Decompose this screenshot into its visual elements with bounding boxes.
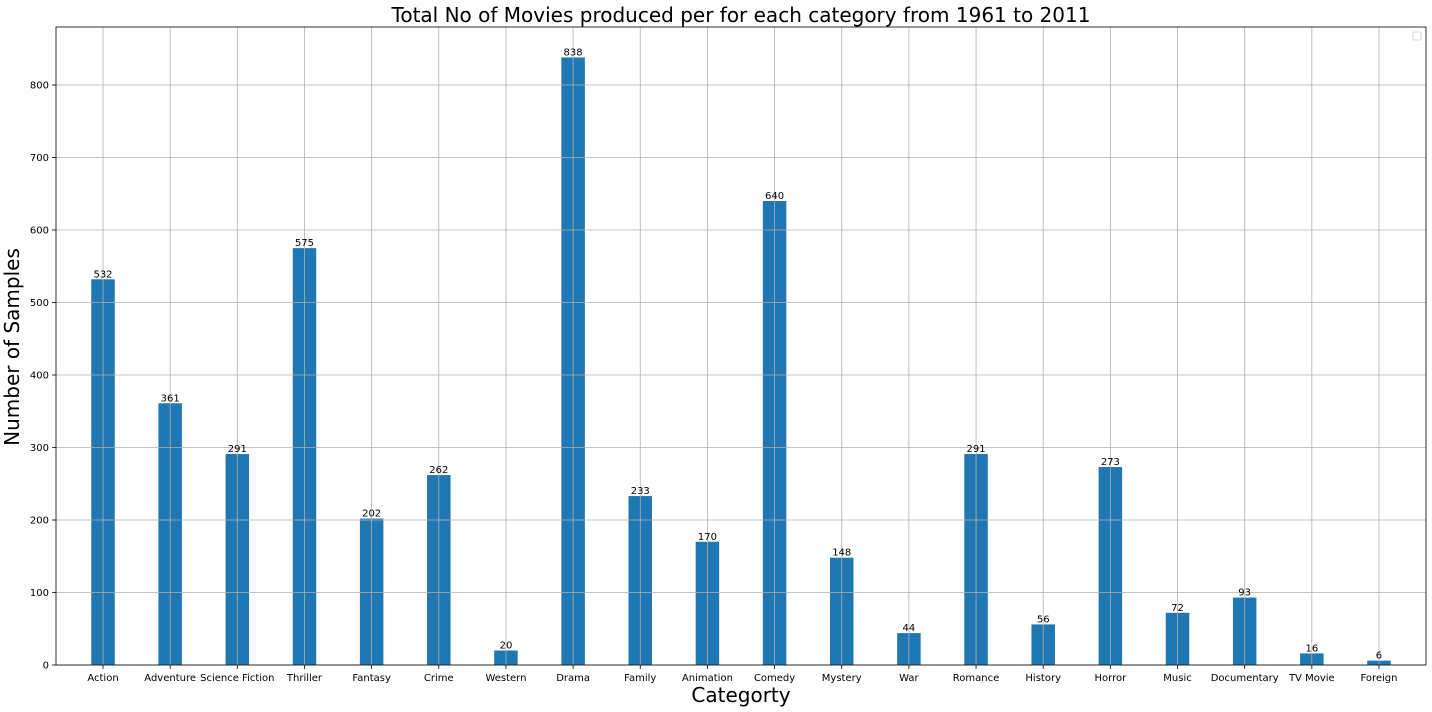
x-tick-label: War	[899, 673, 919, 684]
y-tick-label: 600	[30, 226, 49, 237]
y-tick-label: 500	[30, 298, 49, 309]
x-axis-label: Categorty	[691, 683, 790, 707]
x-tick-label: History	[1025, 673, 1061, 684]
bar-value-label: 202	[362, 509, 381, 520]
x-tick-label: TV Movie	[1288, 673, 1335, 684]
bar-value-label: 56	[1037, 614, 1050, 625]
bar-value-label: 640	[765, 191, 784, 202]
bar-value-label: 291	[228, 444, 247, 455]
bar-value-label: 44	[903, 623, 916, 634]
plot-frame	[55, 26, 1427, 666]
bar-value-label: 262	[429, 465, 448, 476]
grid-layer	[56, 27, 1426, 666]
bar-value-label: 6	[1376, 651, 1382, 662]
y-tick-label: 400	[30, 371, 49, 382]
legend-box	[1412, 31, 1422, 41]
y-tick-label: 0	[43, 661, 49, 672]
x-tick-label: Crime	[424, 673, 454, 684]
label-layer: 532 361 291 575 202 262 20 838 233 170 640 148 44 291…	[93, 47, 1382, 661]
y-tick-label: 700	[30, 153, 49, 164]
x-tick-label: Foreign	[1360, 673, 1397, 684]
chart-title: Total No of Movies produced per for each…	[391, 3, 1091, 27]
bar-layer	[91, 57, 1391, 665]
x-tick-label: Music	[1163, 673, 1191, 684]
bar-value-label: 93	[1238, 588, 1251, 599]
y-axis-label: Number of Samples	[0, 248, 24, 446]
x-tick-label: Comedy	[754, 673, 795, 684]
x-tick-label: Family	[624, 673, 656, 684]
bar-value-label: 273	[1101, 457, 1120, 468]
bar-value-label: 233	[631, 486, 650, 497]
x-tick-label: Adventure	[144, 673, 196, 684]
bar-value-label: 532	[93, 269, 112, 280]
bar-value-label: 16	[1305, 643, 1318, 654]
x-tick-label: Science Fiction	[200, 673, 274, 684]
x-tick-label: Documentary	[1211, 673, 1279, 684]
bar-value-label: 291	[967, 444, 986, 455]
y-tick-label: 100	[30, 588, 49, 599]
x-tick-label: Mystery	[822, 673, 862, 684]
x-tick-label: Romance	[953, 673, 999, 684]
x-tick-label: Fantasy	[352, 673, 391, 684]
y-tick-label: 200	[30, 516, 49, 527]
y-tick-label: 800	[30, 81, 49, 92]
x-tick-label: Thriller	[286, 673, 323, 684]
bar-value-label: 148	[832, 548, 851, 559]
y-tick-label: 300	[30, 443, 49, 454]
bar-value-label: 72	[1171, 603, 1184, 614]
x-tick-label: Action	[87, 673, 118, 684]
bar-value-label: 575	[295, 238, 314, 249]
x-tick-label: Drama	[556, 673, 590, 684]
x-tick-label: Animation	[682, 673, 733, 684]
x-tick-label: Western	[485, 673, 526, 684]
bar-value-label: 361	[161, 393, 180, 404]
axis-layer: 0 100 200 300 400 500 600 700 800 Action Adventure…	[30, 26, 1427, 684]
bar-value-label: 838	[564, 47, 583, 58]
bar-value-label: 20	[500, 641, 513, 652]
bar-value-label: 170	[698, 532, 717, 543]
x-tick-label: Horror	[1095, 673, 1128, 684]
